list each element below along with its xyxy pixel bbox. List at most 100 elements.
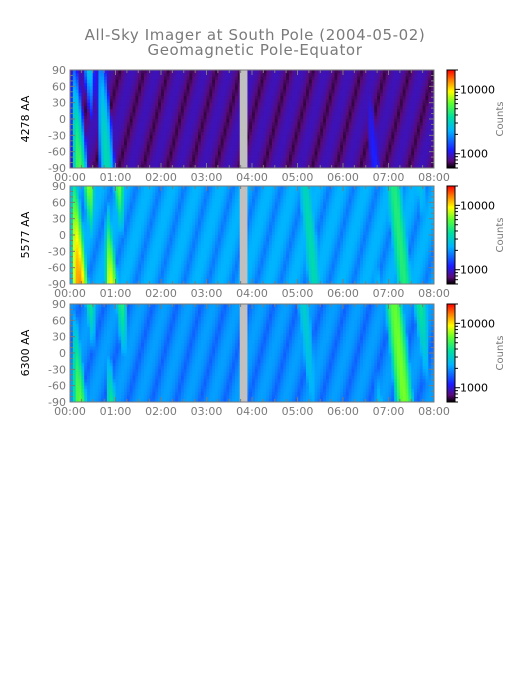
heatmap-cell	[161, 141, 165, 146]
heatmap-cell	[81, 270, 85, 275]
heatmap-cell	[266, 102, 270, 107]
heatmap-cell	[234, 161, 239, 166]
heatmap-cell	[169, 145, 173, 149]
heatmap-cell	[132, 231, 136, 236]
heatmap-cell	[132, 83, 136, 87]
heatmap-cell	[365, 145, 369, 149]
heatmap-cell	[104, 151, 108, 156]
heatmap-cell	[115, 274, 119, 278]
heatmap-cell	[266, 92, 270, 97]
heatmap-cell	[87, 215, 91, 220]
heatmap-cell	[143, 148, 148, 153]
heatmap-cell	[175, 135, 179, 139]
heatmap-cell	[226, 164, 230, 169]
heatmap-cell	[303, 76, 307, 81]
heatmap-cell	[260, 112, 264, 117]
heatmap-cell	[411, 73, 415, 77]
heatmap-cell	[209, 128, 213, 133]
heatmap-cell	[135, 86, 139, 90]
heatmap-cell	[135, 112, 139, 117]
heatmap-cell	[229, 70, 233, 74]
heatmap-cell	[72, 205, 77, 210]
heatmap-cell	[405, 151, 409, 156]
heatmap-cell	[354, 154, 358, 159]
heatmap-cell	[132, 135, 136, 139]
heatmap-cell	[414, 128, 418, 133]
heatmap-cell	[146, 158, 151, 162]
heatmap-cell	[126, 257, 131, 262]
heatmap-cell	[300, 83, 304, 87]
heatmap-cell	[146, 264, 151, 269]
heatmap-cell	[149, 248, 153, 252]
heatmap-cell	[422, 125, 426, 130]
heatmap-cell	[388, 99, 392, 104]
heatmap-cell	[317, 79, 321, 84]
heatmap-cell	[141, 225, 145, 229]
heatmap-cell	[155, 151, 159, 156]
heatmap-cell	[135, 154, 139, 159]
heatmap-cell	[428, 141, 432, 146]
heatmap-cell	[178, 99, 182, 104]
heatmap-cell	[274, 151, 278, 156]
heatmap-cell	[226, 132, 230, 136]
heatmap-cell	[246, 151, 250, 156]
heatmap-cell	[254, 79, 259, 84]
heatmap-cell	[345, 73, 350, 77]
heatmap-cell	[382, 102, 387, 107]
heatmap-cell	[234, 99, 239, 104]
heatmap-cell	[195, 138, 199, 143]
heatmap-cell	[320, 115, 324, 120]
heatmap-cell	[161, 267, 165, 272]
heatmap-cell	[277, 164, 281, 169]
heatmap-cell	[374, 164, 378, 169]
heatmap-cell	[277, 158, 281, 162]
heatmap-cell	[382, 96, 387, 100]
heatmap-cell	[87, 264, 91, 269]
heatmap-cell	[311, 105, 315, 110]
heatmap-cell	[172, 158, 176, 162]
heatmap-cell	[126, 228, 131, 233]
heatmap-cell	[89, 86, 94, 90]
heatmap-cell	[166, 138, 170, 143]
heatmap-cell	[223, 161, 227, 166]
heatmap-cell	[75, 92, 79, 97]
heatmap-cell	[70, 208, 74, 213]
heatmap-cell	[89, 122, 94, 126]
heatmap-cell	[70, 267, 74, 272]
heatmap-cell	[217, 135, 222, 139]
heatmap-cell	[146, 89, 151, 94]
heatmap-cell	[118, 86, 122, 90]
heatmap-cell	[365, 141, 369, 146]
heatmap-cell	[263, 164, 267, 169]
heatmap-cell	[180, 122, 185, 126]
heatmap-cell	[92, 119, 96, 123]
heatmap-cell	[112, 158, 116, 162]
heatmap-cell	[72, 189, 77, 193]
heatmap-cell	[334, 83, 338, 87]
heatmap-cell	[124, 89, 128, 94]
heatmap-cell	[422, 128, 426, 133]
heatmap-cell	[75, 244, 79, 249]
heatmap-cell	[172, 135, 176, 139]
heatmap-cell	[138, 154, 142, 159]
heatmap-cell	[320, 151, 324, 156]
heatmap-cell	[138, 254, 142, 259]
heatmap-cell	[158, 73, 162, 77]
heatmap-cell	[249, 148, 253, 153]
heatmap-cell	[95, 158, 99, 162]
heatmap-cell	[283, 135, 287, 139]
heatmap-cell	[252, 151, 256, 156]
heatmap-cell	[149, 89, 153, 94]
heatmap-cell	[257, 102, 261, 107]
heatmap-cell	[277, 125, 281, 130]
heatmap-cell	[397, 79, 401, 84]
heatmap-cell	[183, 76, 187, 81]
heatmap-cell	[172, 161, 176, 166]
heatmap-cell	[81, 189, 85, 193]
heatmap-cell	[95, 70, 99, 74]
heatmap-cell	[89, 221, 94, 226]
heatmap-cell	[419, 135, 424, 139]
heatmap-cell	[129, 79, 133, 84]
heatmap-cell	[371, 161, 375, 166]
heatmap-cell	[124, 76, 128, 81]
